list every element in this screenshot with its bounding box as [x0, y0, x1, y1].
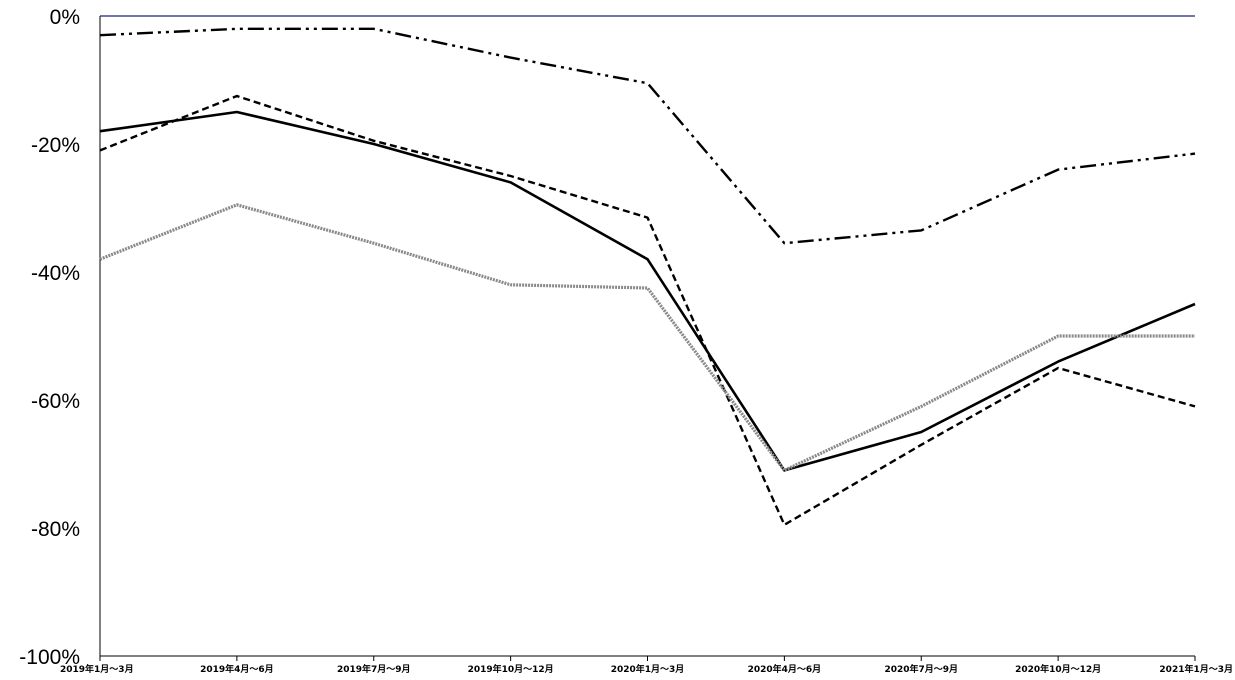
x-tick-label: 2019年10月～12月 [468, 663, 554, 675]
series-line-3 [99, 27, 1196, 245]
series-line-2 [99, 94, 1196, 526]
x-tick-label: 2020年4月～6月 [748, 663, 822, 675]
series-line-4 [99, 203, 1195, 472]
x-tick-label: 2020年10月～12月 [1015, 663, 1101, 675]
chart-axes [99, 16, 1195, 657]
x-tick-label: 2020年7月～9月 [884, 663, 958, 675]
y-tick-label: -20% [31, 134, 80, 157]
y-tick-label: -80% [31, 518, 80, 541]
y-tick-label: -100% [19, 646, 80, 669]
series-layer [99, 27, 1196, 526]
x-tick-label: 2019年4月～6月 [200, 663, 274, 675]
series-line-1 [99, 110, 1196, 472]
x-tick-label: 2020年1月～3月 [611, 663, 685, 675]
x-tick-label: 2021年1月～3月 [1159, 663, 1233, 675]
y-tick-label: -60% [31, 390, 80, 413]
x-tick-label: 2019年1月～3月 [60, 663, 134, 675]
y-tick-label: 0% [50, 6, 80, 29]
x-axis-ticks: 2019年1月～3月 2019年4月～6月 2019年7月～9月 2019年10月～1… [60, 656, 1233, 675]
y-axis-ticks: 0% -20% -40% -60% -80% -100% [19, 6, 80, 669]
x-tick-label: 2019年7月～9月 [337, 663, 411, 675]
y-tick-label: -40% [31, 262, 80, 285]
